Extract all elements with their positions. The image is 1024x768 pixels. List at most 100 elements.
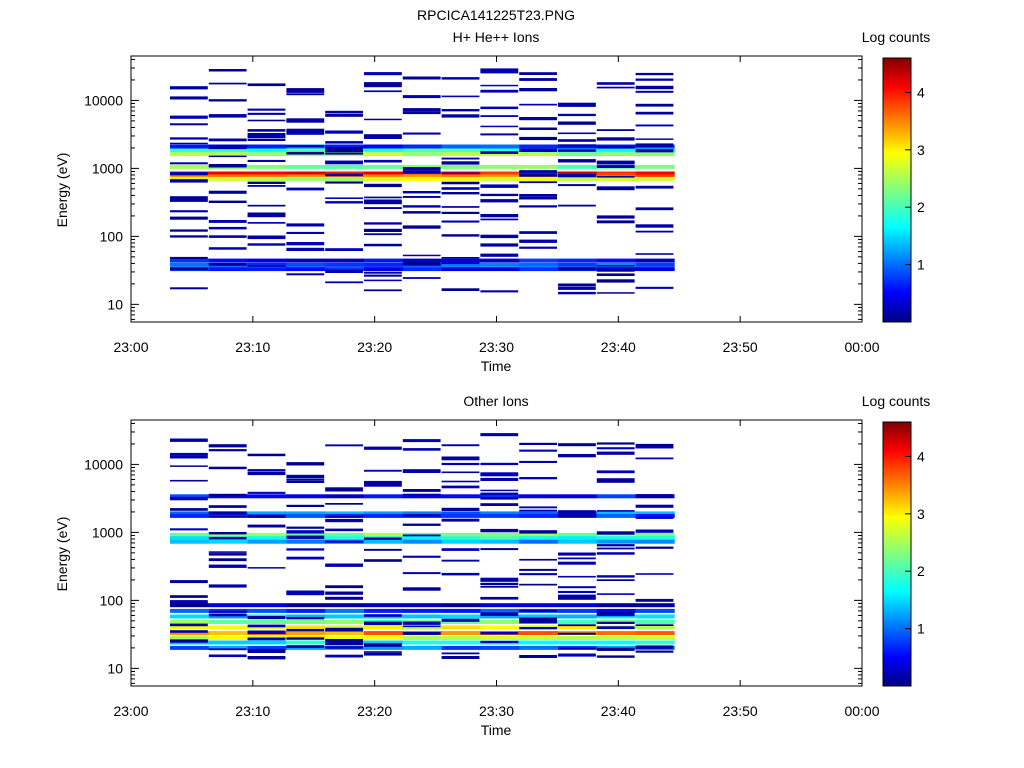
y-axis-label: Energy (eV) — [54, 153, 70, 228]
heatmap-cell — [170, 198, 208, 202]
heatmap-cell — [325, 614, 365, 619]
heatmap-cell — [325, 639, 363, 643]
heatmap-cell — [402, 196, 441, 198]
heatmap-cell — [286, 608, 326, 613]
heatmap-cell — [519, 117, 557, 120]
heatmap-cell — [402, 448, 441, 451]
heatmap-cell — [170, 580, 208, 584]
heatmap-cell — [325, 503, 363, 505]
heatmap-cell — [596, 145, 635, 149]
heatmap-cell — [247, 262, 287, 267]
heatmap-cell — [325, 636, 365, 640]
heatmap-cell — [247, 222, 286, 224]
heatmap-cell — [325, 625, 365, 630]
heatmap-cell — [208, 553, 247, 556]
heatmap-cell — [286, 231, 325, 234]
heatmap-cell — [170, 452, 208, 456]
heatmap-cell — [441, 114, 480, 118]
heatmap-cell — [247, 632, 286, 634]
heatmap-cell — [208, 536, 247, 540]
heatmap-cell — [364, 446, 402, 450]
heatmap-cell — [519, 164, 559, 169]
heatmap-cell — [558, 164, 598, 169]
heatmap-cell — [635, 253, 674, 255]
heatmap-cell — [480, 68, 519, 72]
heatmap-cell — [441, 640, 481, 645]
heatmap-cell — [364, 174, 404, 179]
heatmap-cell — [441, 172, 480, 175]
heatmap-cell — [402, 254, 441, 257]
heatmap-cell — [208, 613, 247, 617]
heatmap-cell — [558, 149, 596, 152]
colorbar-tick-label: 3 — [917, 506, 925, 522]
heatmap-cell — [208, 99, 247, 102]
heatmap-cell — [286, 273, 325, 276]
heatmap-cell — [170, 148, 210, 153]
heatmap-cell — [480, 115, 519, 117]
y-tick-label: 10000 — [84, 92, 123, 108]
x-tick-label: 23:30 — [479, 339, 514, 355]
heatmap-cell — [635, 494, 674, 496]
heatmap-cell — [208, 69, 247, 72]
heatmap-cell — [558, 590, 596, 593]
heatmap-cell — [519, 258, 559, 263]
heatmap-cell — [558, 102, 596, 105]
heatmap-cell — [402, 95, 441, 99]
heatmap-cell — [558, 597, 596, 600]
heatmap-cell — [441, 625, 481, 630]
heatmap-cell — [635, 640, 675, 645]
heatmap-cell — [558, 510, 596, 513]
heatmap-cell — [519, 573, 557, 576]
heatmap-cell — [558, 557, 596, 560]
y-tick-label: 100 — [100, 592, 124, 608]
colorbar — [882, 421, 912, 687]
x-tick-label: 00:00 — [844, 339, 879, 355]
x-tick-label: 23:50 — [723, 339, 758, 355]
heatmap-cell — [480, 199, 519, 203]
heatmap-cell — [364, 623, 402, 626]
heatmap-cell — [364, 199, 402, 203]
heatmap-cell — [325, 513, 365, 518]
heatmap-cell — [635, 111, 674, 115]
heatmap-cell — [286, 637, 325, 640]
heatmap-cell — [286, 258, 326, 263]
colorbar-tick-label: 4 — [917, 84, 925, 100]
heatmap-cell — [364, 645, 404, 650]
heatmap-cell — [635, 495, 674, 499]
heatmap-cell — [402, 267, 442, 272]
heatmap-cell — [596, 129, 635, 131]
heatmap-cell — [170, 172, 208, 176]
colorbar-label: Log counts — [862, 29, 931, 45]
heatmap-cell — [635, 224, 674, 228]
heatmap-cell — [325, 173, 363, 177]
heatmap-cell — [208, 444, 247, 447]
heatmap-cell — [247, 624, 286, 628]
heatmap-cell — [596, 513, 636, 518]
heatmap-cell — [480, 267, 520, 272]
heatmap-cell — [364, 135, 402, 139]
heatmap-cell — [364, 183, 402, 188]
heatmap-cell — [441, 471, 480, 474]
heatmap-cell — [170, 625, 210, 630]
heatmap-cell — [247, 152, 287, 157]
heatmap-cell — [441, 144, 481, 149]
heatmap-cell — [596, 269, 635, 272]
heatmap-cell — [325, 248, 363, 251]
heatmap-cell — [519, 532, 559, 537]
heatmap-cell — [286, 462, 325, 466]
heatmap-cell — [247, 494, 287, 499]
heatmap-cell — [480, 586, 519, 588]
heatmap-cell — [441, 444, 480, 447]
heatmap-cell — [286, 526, 325, 529]
heatmap-cell — [286, 548, 325, 551]
heatmap-cell — [325, 591, 363, 595]
heatmap-cell — [247, 640, 287, 645]
heatmap-cell — [364, 84, 402, 88]
heatmap-cell — [635, 457, 674, 460]
heatmap-cell — [441, 206, 480, 208]
heatmap-cell — [635, 149, 674, 153]
heatmap-cell — [480, 511, 520, 516]
heatmap-cell — [558, 640, 598, 645]
heatmap-cell — [170, 229, 208, 232]
heatmap-cell — [519, 136, 557, 141]
